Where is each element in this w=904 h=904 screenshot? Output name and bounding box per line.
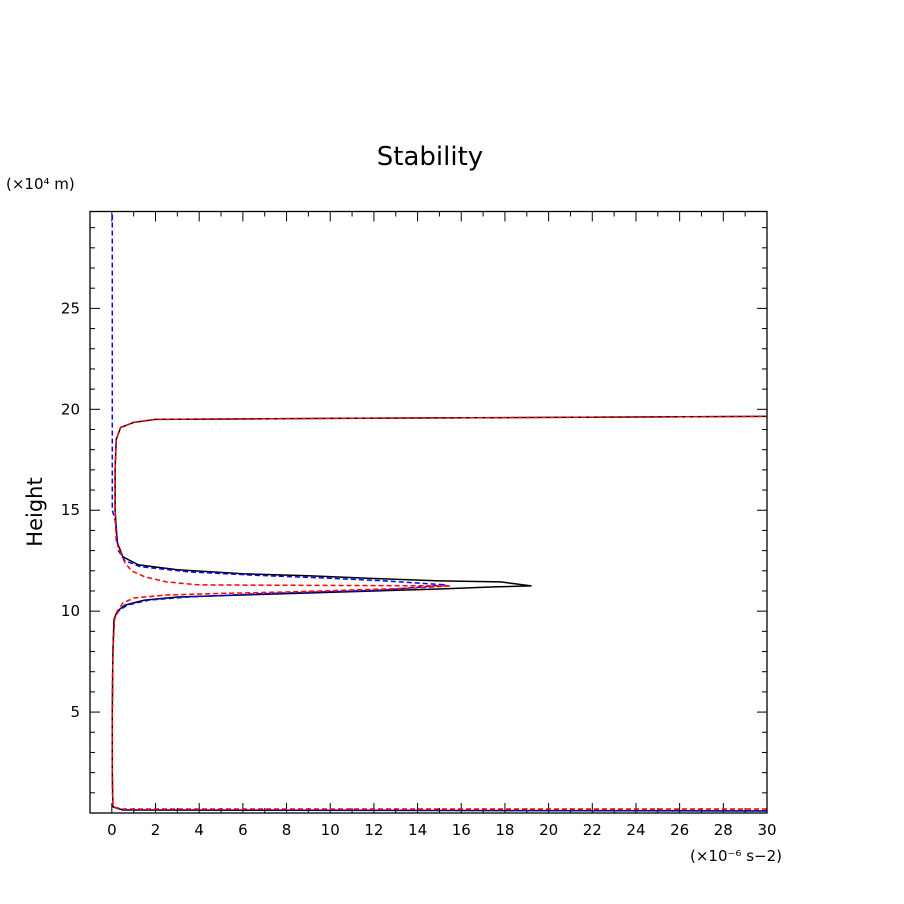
x-tick-label: 10: [321, 821, 340, 839]
y-tick-label: 20: [61, 400, 80, 418]
series-line-1: [111, 415, 767, 812]
y-unit-label: (×10⁴ m): [6, 175, 75, 193]
x-tick-label: 30: [757, 821, 776, 839]
x-tick-label: 20: [539, 821, 558, 839]
x-tick-label: 26: [670, 821, 689, 839]
plot-frame: [89, 210, 768, 814]
x-tick-label: 8: [282, 821, 292, 839]
x-tick-label: 0: [107, 821, 117, 839]
y-tick-label: 15: [61, 501, 80, 519]
x-tick-label: 6: [238, 821, 248, 839]
chart-title: Stability: [377, 142, 483, 172]
y-tick-label: 10: [61, 602, 80, 620]
y-axis-label: Height: [23, 477, 47, 546]
x-tick-label: 14: [408, 821, 427, 839]
x-unit-label: (×10⁻⁶ s−2): [690, 847, 782, 865]
y-tick-label: 25: [61, 299, 80, 317]
x-tick-label: 28: [714, 821, 733, 839]
x-tick-label: 12: [364, 821, 383, 839]
series-line-3: [111, 415, 767, 810]
y-tick-label: 5: [70, 703, 80, 721]
x-tick-label: 18: [495, 821, 514, 839]
series-line-2: [111, 211, 767, 812]
x-tick-label: 24: [626, 821, 645, 839]
x-tick-label: 22: [583, 821, 602, 839]
data-series: [111, 211, 767, 812]
x-tick-label: 16: [452, 821, 471, 839]
x-tick-label: 2: [151, 821, 161, 839]
x-tick-label: 4: [194, 821, 204, 839]
